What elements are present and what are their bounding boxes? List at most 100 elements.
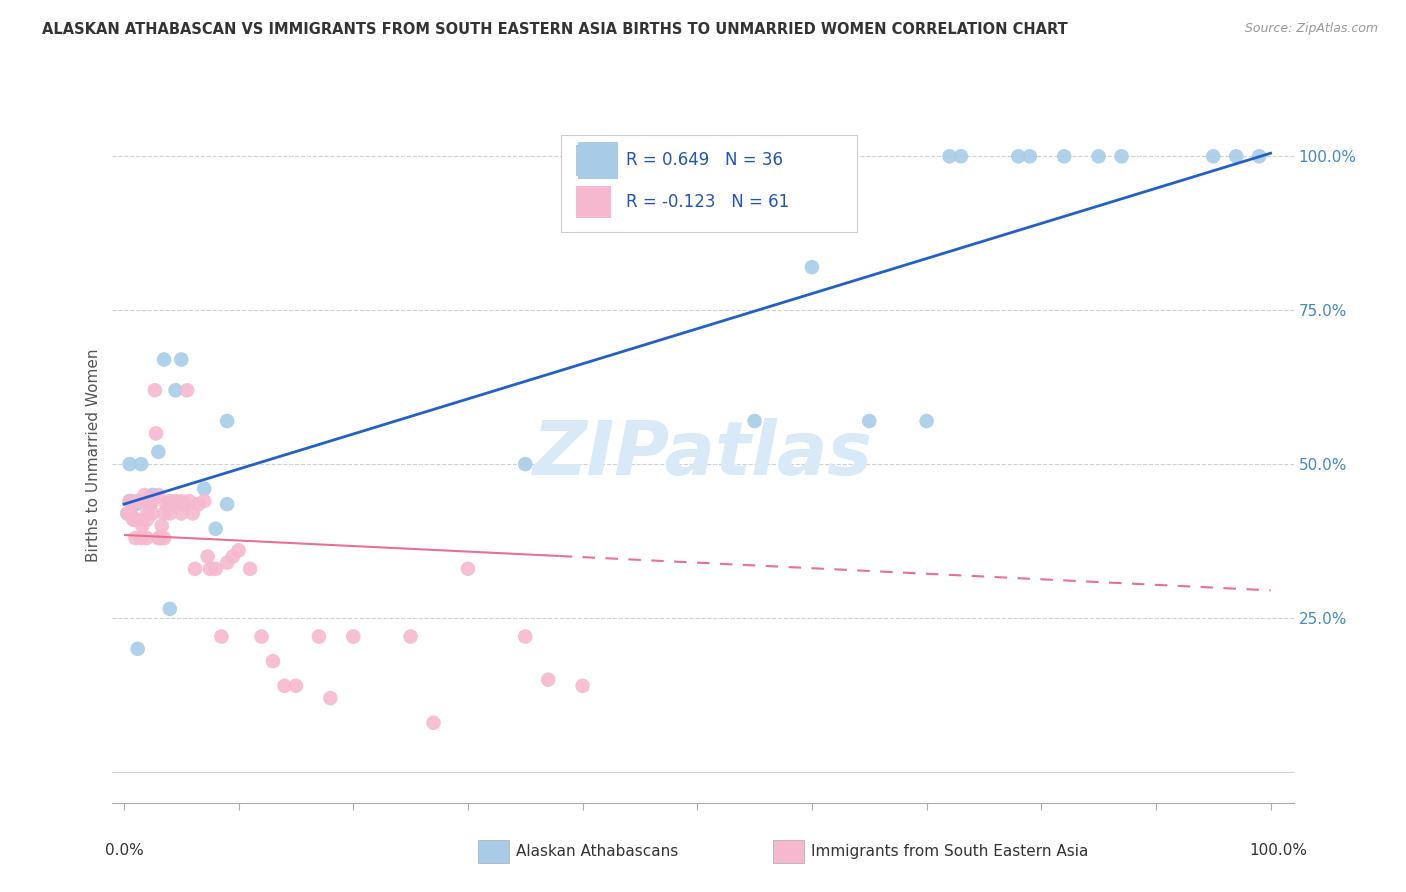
Point [184, 562, 207, 576]
Point [1087, 149, 1109, 163]
Point [121, 497, 143, 511]
Point [142, 488, 165, 502]
Point [179, 494, 201, 508]
Point [187, 497, 209, 511]
Text: Immigrants from South Eastern Asia: Immigrants from South Eastern Asia [811, 845, 1088, 859]
Point [1202, 149, 1225, 163]
Point [122, 512, 145, 526]
Point [537, 673, 560, 687]
Point [1225, 149, 1247, 163]
Point [124, 531, 146, 545]
Point [197, 549, 219, 564]
Point [273, 679, 295, 693]
Point [149, 531, 172, 545]
Point [124, 497, 146, 511]
Point [165, 494, 187, 508]
Point [118, 494, 141, 508]
Point [127, 641, 149, 656]
Point [153, 352, 176, 367]
Point [153, 531, 176, 545]
Point [181, 507, 204, 521]
Point [135, 531, 157, 545]
Point [515, 630, 537, 644]
Text: R = -0.123   N = 61: R = -0.123 N = 61 [626, 193, 790, 211]
Point [515, 457, 537, 471]
Point [127, 494, 149, 508]
Point [165, 384, 187, 398]
Point [120, 507, 142, 521]
Point [217, 556, 239, 570]
Point [117, 507, 139, 521]
Text: 0.0%: 0.0% [105, 843, 145, 858]
Point [744, 414, 766, 428]
Point [118, 494, 141, 508]
Point [800, 260, 823, 274]
Text: 100.0%: 100.0% [1250, 843, 1308, 858]
Point [1111, 149, 1133, 163]
Point [308, 630, 330, 644]
Y-axis label: Births to Unmarried Women: Births to Unmarried Women [86, 348, 101, 562]
Point [1249, 149, 1271, 163]
Point [193, 494, 215, 508]
Point [153, 507, 176, 521]
Point [198, 562, 221, 576]
Point [159, 507, 181, 521]
Point [204, 562, 226, 576]
Point [118, 457, 141, 471]
Point [193, 482, 215, 496]
Point [159, 494, 181, 508]
Point [217, 497, 239, 511]
Point [217, 414, 239, 428]
Point [142, 507, 165, 521]
Text: Alaskan Athabascans: Alaskan Athabascans [516, 845, 678, 859]
Point [143, 384, 166, 398]
Point [949, 149, 972, 163]
Point [131, 518, 153, 533]
Point [120, 494, 142, 508]
Point [122, 512, 145, 526]
Point [342, 630, 364, 644]
Point [173, 497, 195, 511]
Point [858, 414, 880, 428]
Point [135, 512, 157, 526]
Point [145, 426, 167, 441]
Text: Source: ZipAtlas.com: Source: ZipAtlas.com [1244, 22, 1378, 36]
Point [128, 494, 150, 508]
Point [117, 507, 139, 521]
Point [250, 630, 273, 644]
Point [176, 384, 198, 398]
Point [209, 630, 232, 644]
Point [148, 531, 170, 545]
Point [124, 497, 146, 511]
Point [571, 679, 593, 693]
Point [135, 494, 157, 508]
Point [129, 531, 152, 545]
Point [155, 497, 177, 511]
Point [135, 507, 157, 521]
Text: ALASKAN ATHABASCAN VS IMMIGRANTS FROM SOUTH EASTERN ASIA BIRTHS TO UNMARRIED WOM: ALASKAN ATHABASCAN VS IMMIGRANTS FROM SO… [42, 22, 1069, 37]
Point [138, 497, 160, 511]
Point [125, 512, 148, 526]
Point [159, 602, 181, 616]
Point [457, 562, 479, 576]
Point [319, 691, 342, 706]
Point [148, 488, 170, 502]
Point [1053, 149, 1076, 163]
Point [204, 522, 226, 536]
Point [170, 494, 193, 508]
Point [170, 507, 193, 521]
Point [122, 497, 145, 511]
Point [170, 352, 193, 367]
Point [284, 679, 307, 693]
Point [915, 414, 938, 428]
Point [142, 494, 165, 508]
Point [239, 562, 262, 576]
Text: ZIPatlas: ZIPatlas [533, 418, 873, 491]
Point [134, 488, 156, 502]
Point [422, 715, 444, 730]
Point [160, 497, 183, 511]
Text: R = 0.649   N = 36: R = 0.649 N = 36 [626, 152, 783, 169]
Point [148, 445, 170, 459]
Point [129, 457, 152, 471]
Point [938, 149, 960, 163]
